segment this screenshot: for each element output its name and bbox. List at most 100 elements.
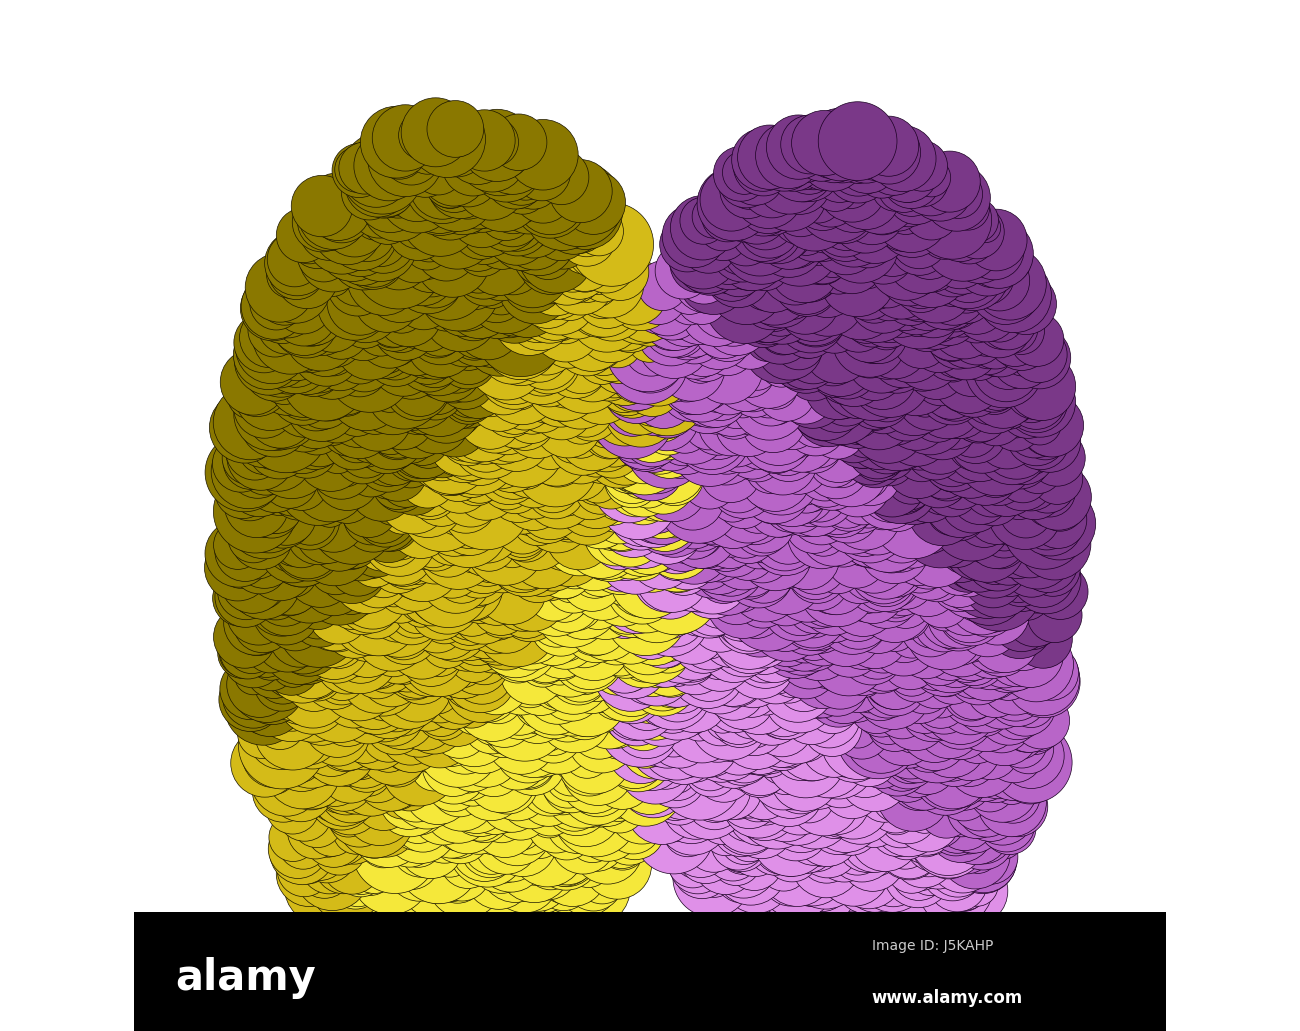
Circle shape — [705, 246, 751, 294]
Circle shape — [233, 555, 287, 609]
Circle shape — [871, 325, 935, 388]
Circle shape — [326, 514, 380, 568]
Circle shape — [775, 135, 831, 190]
Circle shape — [818, 470, 876, 528]
Circle shape — [689, 401, 747, 460]
Circle shape — [697, 542, 748, 594]
Circle shape — [814, 369, 861, 415]
Circle shape — [404, 225, 450, 270]
Circle shape — [489, 522, 564, 597]
Circle shape — [720, 432, 767, 479]
Circle shape — [621, 613, 672, 663]
Circle shape — [941, 271, 993, 324]
Circle shape — [630, 483, 699, 552]
Circle shape — [542, 750, 621, 828]
Circle shape — [328, 812, 380, 864]
Circle shape — [482, 356, 545, 418]
Circle shape — [454, 818, 516, 879]
Circle shape — [684, 738, 736, 791]
Circle shape — [426, 870, 489, 933]
Circle shape — [945, 664, 1001, 720]
Circle shape — [321, 616, 399, 694]
Circle shape — [759, 842, 836, 919]
Circle shape — [927, 484, 979, 536]
Circle shape — [568, 814, 625, 871]
Circle shape — [578, 648, 618, 688]
Circle shape — [272, 436, 311, 475]
Circle shape — [373, 127, 426, 179]
Circle shape — [654, 765, 708, 820]
Circle shape — [299, 662, 380, 742]
Circle shape — [265, 327, 326, 388]
Circle shape — [592, 379, 658, 446]
Circle shape — [599, 658, 666, 724]
Circle shape — [558, 679, 615, 736]
Circle shape — [334, 611, 400, 677]
Circle shape — [997, 451, 1049, 503]
Circle shape — [330, 339, 389, 397]
Circle shape — [437, 417, 493, 473]
Circle shape — [266, 653, 298, 684]
Circle shape — [363, 757, 412, 807]
Circle shape — [841, 806, 907, 872]
Circle shape — [295, 500, 359, 564]
Circle shape — [610, 571, 647, 609]
Circle shape — [660, 523, 707, 569]
Circle shape — [508, 544, 567, 603]
Circle shape — [528, 795, 571, 838]
Circle shape — [944, 887, 978, 921]
Circle shape — [354, 922, 421, 989]
Circle shape — [855, 546, 916, 606]
Circle shape — [880, 747, 935, 802]
Circle shape — [416, 703, 500, 788]
Circle shape — [737, 610, 790, 663]
Circle shape — [930, 605, 989, 666]
Circle shape — [831, 336, 915, 421]
Circle shape — [822, 719, 885, 783]
Circle shape — [255, 732, 307, 784]
Circle shape — [369, 324, 406, 360]
Circle shape — [946, 410, 1008, 471]
Circle shape — [759, 841, 809, 891]
Circle shape — [673, 496, 729, 552]
Circle shape — [425, 828, 474, 877]
Circle shape — [957, 296, 1017, 357]
Circle shape — [957, 801, 1004, 847]
Circle shape — [810, 176, 876, 243]
Circle shape — [927, 852, 988, 911]
Circle shape — [742, 369, 800, 426]
Circle shape — [692, 333, 763, 404]
Circle shape — [471, 401, 534, 464]
Circle shape — [386, 835, 452, 901]
Circle shape — [298, 607, 370, 679]
Circle shape — [344, 144, 411, 210]
Circle shape — [576, 295, 645, 363]
Circle shape — [217, 446, 274, 504]
Circle shape — [926, 391, 984, 450]
Circle shape — [296, 595, 338, 635]
Circle shape — [812, 206, 880, 275]
Circle shape — [300, 865, 354, 918]
Circle shape — [454, 407, 519, 472]
Circle shape — [422, 734, 484, 797]
Circle shape — [516, 625, 575, 683]
Circle shape — [820, 487, 888, 554]
Circle shape — [455, 522, 520, 587]
Circle shape — [546, 503, 612, 570]
Circle shape — [291, 402, 343, 455]
Circle shape — [554, 477, 621, 545]
Circle shape — [465, 562, 529, 626]
Circle shape — [521, 371, 573, 424]
Circle shape — [806, 879, 841, 913]
Circle shape — [628, 467, 681, 521]
Circle shape — [675, 368, 740, 434]
Circle shape — [326, 199, 398, 270]
Circle shape — [576, 809, 621, 855]
Circle shape — [551, 869, 612, 930]
Circle shape — [559, 745, 628, 813]
Circle shape — [852, 486, 894, 528]
Circle shape — [549, 413, 599, 463]
Circle shape — [270, 288, 338, 356]
Circle shape — [823, 168, 885, 231]
Circle shape — [632, 278, 688, 334]
